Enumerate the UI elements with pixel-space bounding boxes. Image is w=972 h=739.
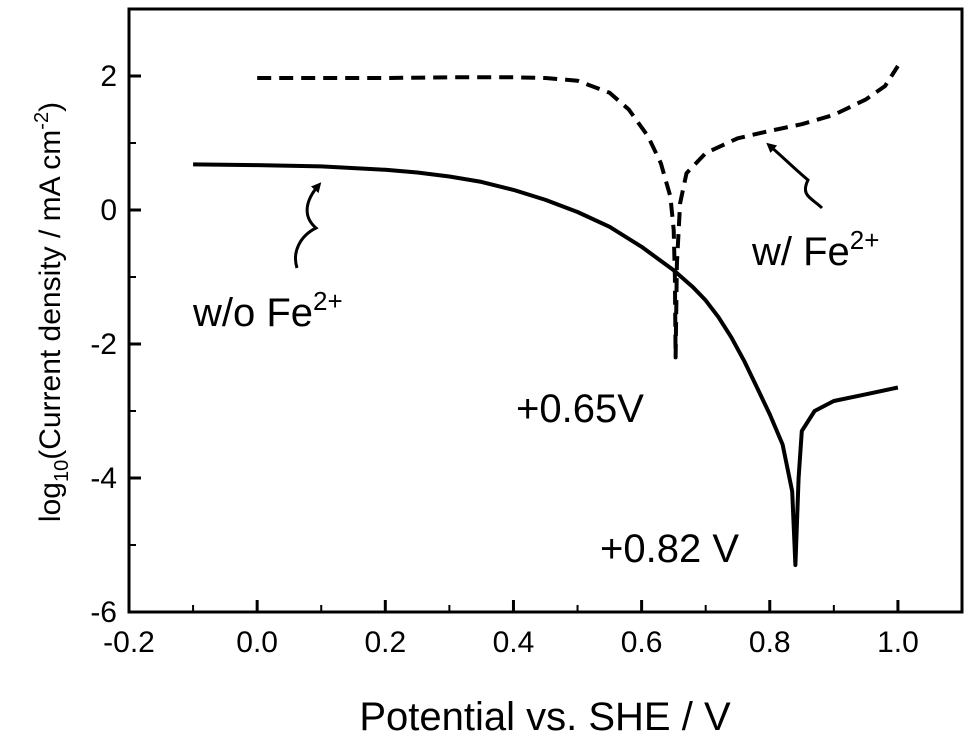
x-tick-label: 0.0 bbox=[236, 626, 278, 659]
label-without-fe: w/o Fe2+ bbox=[192, 286, 343, 335]
x-tick-label: 0.6 bbox=[621, 626, 663, 659]
plot-frame bbox=[127, 7, 964, 614]
label-without-fe-sup: 2+ bbox=[313, 286, 343, 316]
y-axis-ticks: -6 -4 -2 0 2 bbox=[90, 8, 141, 629]
arrow-with-fe bbox=[766, 142, 824, 210]
y-tick-label: -6 bbox=[90, 596, 117, 629]
series-layer bbox=[193, 64, 900, 568]
y-tick-label: 2 bbox=[100, 60, 117, 93]
label-with-fe-base: w/ Fe bbox=[751, 230, 850, 274]
arrow-without-fe bbox=[294, 182, 322, 269]
series-with-fe-line bbox=[257, 64, 900, 360]
label-with-fe: w/ Fe2+ bbox=[751, 225, 879, 274]
y-axis-title-sub: 10 bbox=[51, 460, 73, 482]
x-tick-label: 0.2 bbox=[364, 626, 406, 659]
x-axis-ticks: -0.2 0.0 0.2 0.4 0.6 0.8 1.0 bbox=[103, 600, 963, 659]
x-tick-label: -0.2 bbox=[103, 626, 155, 659]
label-potential-065: +0.65V bbox=[516, 387, 644, 431]
y-tick-label: -4 bbox=[90, 462, 117, 495]
series-without-fe-line bbox=[193, 162, 899, 568]
y-axis-title: log10(Current density / mA cm-2) bbox=[31, 102, 73, 522]
y-tick-label: 0 bbox=[100, 194, 117, 227]
label-with-fe-sup: 2+ bbox=[850, 225, 880, 255]
x-tick-label: 0.8 bbox=[749, 626, 791, 659]
y-axis-title-sup: -2 bbox=[31, 112, 53, 130]
y-tick-label: -2 bbox=[90, 328, 117, 361]
y-axis-title-suffix: ) bbox=[34, 102, 67, 112]
x-tick-label: 0.4 bbox=[493, 626, 535, 659]
label-without-fe-base: w/o Fe bbox=[192, 291, 313, 335]
x-tick-label: 1.0 bbox=[877, 626, 919, 659]
label-potential-082: +0.82 V bbox=[600, 527, 739, 571]
y-axis-title-prefix: log bbox=[34, 482, 67, 522]
x-axis-title: Potential vs. SHE / V bbox=[359, 695, 731, 739]
y-axis-title-main: (Current density / mA cm bbox=[34, 130, 67, 460]
